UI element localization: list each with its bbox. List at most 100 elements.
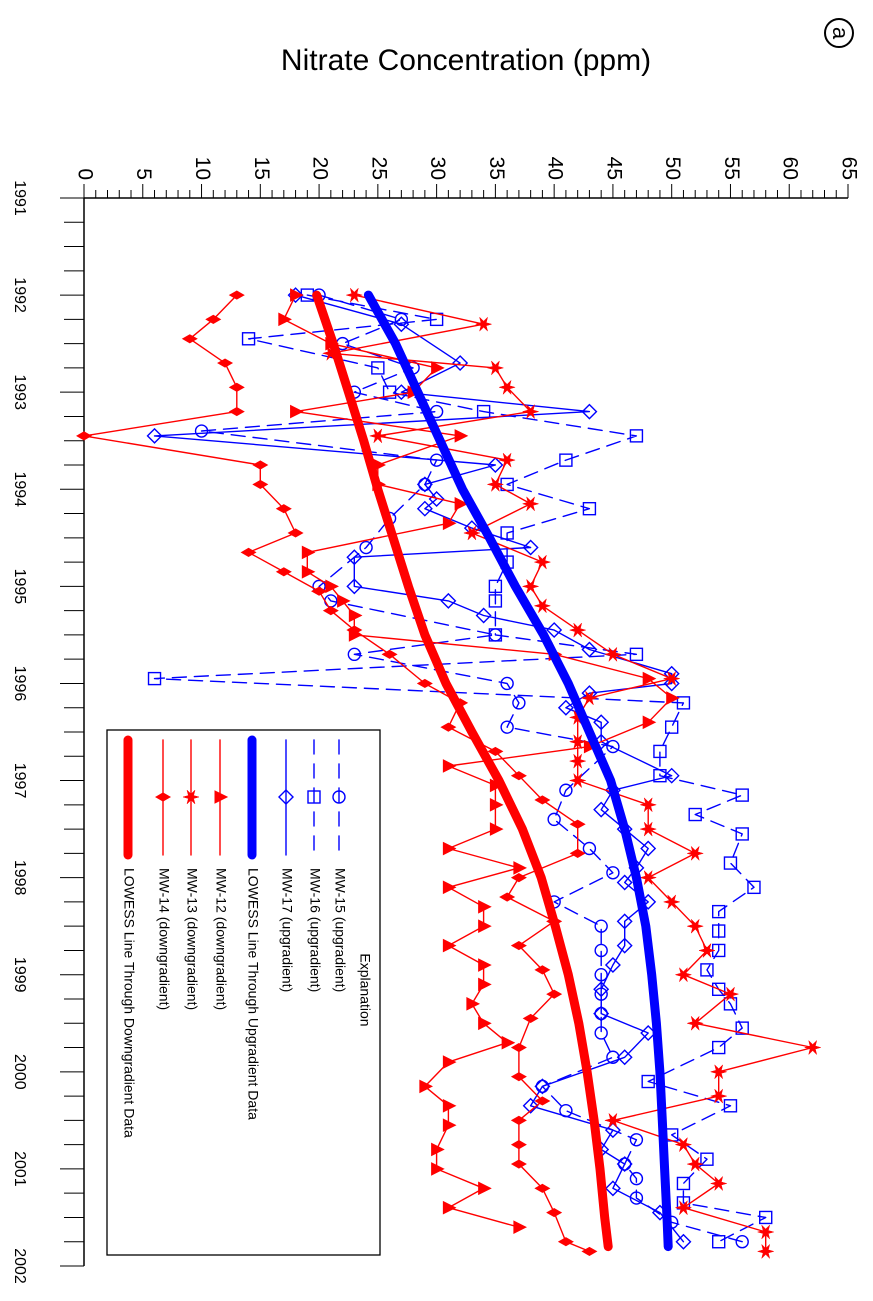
data-point-star: [686, 1015, 705, 1032]
data-point-cross: [534, 1183, 551, 1193]
data-point-square: [488, 594, 503, 608]
data-point-triangle: [431, 1162, 445, 1176]
data-point-cross: [75, 431, 93, 441]
data-point-star: [639, 797, 658, 813]
data-point-star: [662, 894, 681, 910]
data-point-square: [723, 1099, 738, 1113]
data-point-circle: [606, 739, 620, 754]
data-point-triangle: [348, 608, 363, 623]
data-point-cross: [510, 771, 527, 781]
data-point-square: [712, 904, 726, 919]
data-point-star: [568, 753, 587, 769]
time-tick-label: 1999: [11, 957, 28, 993]
data-point-diamond: [146, 427, 163, 444]
data-point-triangle: [442, 516, 457, 531]
data-point-cross: [581, 1246, 598, 1257]
legend-item: MW-14 (downgradient): [154, 739, 172, 1010]
data-point-diamond: [593, 981, 610, 998]
data-point-star: [803, 1039, 822, 1056]
value-tick-label: 30: [426, 157, 449, 180]
series-line: [330, 294, 814, 1253]
data-point-square: [559, 453, 573, 467]
value-tick-label: 10: [191, 157, 214, 180]
value-tick-label: 60: [779, 157, 802, 180]
series-line: [363, 290, 673, 1252]
data-point-square: [723, 856, 738, 870]
data-point-star: [603, 1112, 622, 1129]
data-point-star: [639, 821, 658, 837]
data-point-cross: [154, 792, 172, 802]
data-point-cross: [534, 1096, 551, 1106]
data-point-star: [498, 379, 517, 396]
data-point-square: [629, 429, 644, 443]
data-point-diamond: [522, 539, 539, 556]
data-point-diamond: [604, 1180, 621, 1197]
data-point-star: [721, 986, 740, 1002]
series-line: [83, 294, 591, 1253]
data-point-diamond: [440, 592, 457, 609]
data-point-square: [653, 744, 667, 759]
legend-item: LOWESS Line Through Downgradient Data: [121, 735, 137, 1138]
data-point-star: [345, 287, 364, 303]
data-point-star: [568, 622, 587, 638]
data-point-triangle: [454, 497, 469, 511]
data-point-triangle: [442, 759, 457, 773]
data-point-circle: [194, 424, 209, 438]
data-point-cross: [181, 334, 198, 344]
data-point-square: [488, 628, 503, 642]
series-lowess-line-through-upgradient-data: [363, 290, 673, 1252]
data-point-triangle: [478, 899, 492, 914]
data-point-star: [486, 360, 505, 376]
data-point-diamond: [581, 403, 598, 420]
data-point-star: [182, 789, 200, 805]
data-point-circle: [359, 540, 373, 555]
data-point-circle: [735, 1235, 749, 1249]
time-tick-label: 1991: [11, 180, 28, 216]
data-point-diamond: [475, 607, 492, 624]
legend-item: MW-12 (downgradient): [213, 739, 229, 1010]
value-tick-label: 15: [250, 157, 273, 180]
legend-label: MW-13 (downgradient): [184, 868, 200, 1010]
data-point-circle: [535, 1079, 550, 1094]
legend-item: MW-13 (downgradient): [182, 739, 200, 1010]
data-point-cross: [569, 848, 586, 858]
data-point-cross: [228, 407, 245, 417]
data-point-cross: [228, 290, 245, 300]
legend-label: MW-17 (upgradient): [279, 868, 295, 992]
legend-label: MW-14 (downgradient): [156, 868, 172, 1010]
data-point-square: [582, 501, 597, 516]
data-point-circle: [500, 720, 514, 734]
data-point-cross: [499, 892, 516, 902]
time-tick-label: 1997: [11, 763, 28, 799]
data-point-cross: [228, 382, 245, 392]
data-point-triangle: [442, 841, 457, 856]
data-point-diamond: [675, 1233, 692, 1250]
data-point-triangle: [478, 977, 492, 992]
data-point-circle: [617, 1157, 632, 1171]
data-point-diamond: [604, 957, 621, 974]
value-tick-label: 25: [367, 157, 390, 180]
data-point-star: [368, 428, 387, 444]
data-point-star: [521, 578, 540, 595]
data-point-square: [664, 720, 679, 734]
data-point-triangle: [489, 798, 504, 812]
data-point-star: [521, 496, 540, 512]
data-point-diamond: [593, 801, 610, 818]
legend-label: MW-12 (downgradient): [213, 868, 229, 1010]
data-point-square: [629, 647, 644, 662]
series-mw-13-downgradient: [321, 287, 822, 1260]
data-point-triangle: [278, 312, 292, 327]
data-point-diamond: [557, 699, 574, 716]
data-point-triangle: [442, 1118, 457, 1133]
data-point-star: [756, 1243, 775, 1260]
legend-title: Explanation: [357, 953, 373, 1026]
time-tick-label: 1994: [11, 471, 28, 507]
time-tick-label: 1998: [11, 860, 28, 896]
data-point-diamond: [663, 767, 680, 784]
data-point-square: [712, 982, 726, 996]
data-point-diamond: [278, 789, 294, 805]
value-tick-label: 40: [544, 157, 567, 180]
data-point-cross: [569, 819, 586, 829]
data-point-triangle: [431, 1142, 445, 1157]
time-tick-label: 1993: [11, 374, 28, 410]
